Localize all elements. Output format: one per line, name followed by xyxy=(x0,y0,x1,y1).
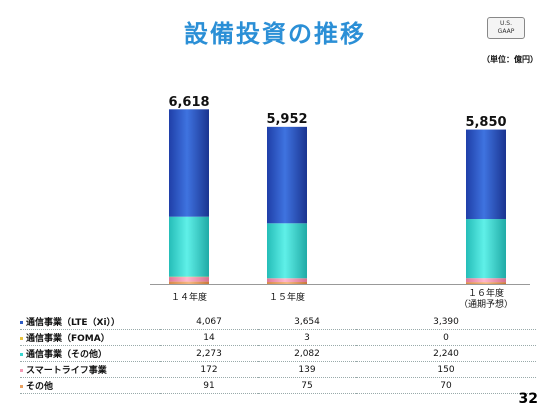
table-cell: 2,082 xyxy=(258,345,356,362)
us-gaap-badge: U.S. GAAP xyxy=(487,17,525,39)
table-cell: 172 xyxy=(160,361,258,378)
bar-segment-lte-1 xyxy=(169,109,209,217)
table-row: 通信事業（FOMA） 14 3 0 xyxy=(20,329,536,346)
table-cell: 75 xyxy=(258,377,356,394)
table-cell: 14 xyxy=(160,329,258,346)
row-label: 通信事業（LTE（Xi）） xyxy=(20,314,160,330)
bar-segment-smart-life-1 xyxy=(169,277,209,282)
row-name: その他 xyxy=(26,382,54,392)
bar-total-label-2: 5,952 xyxy=(266,112,308,127)
table-cell: 3,390 xyxy=(356,314,536,330)
bar-segment-lte-3 xyxy=(466,129,506,220)
category-note: （通期予想） xyxy=(458,300,513,310)
legend-swatch xyxy=(20,385,23,388)
row-label: 通信事業（FOMA） xyxy=(20,329,160,346)
table-row: その他 91 75 70 xyxy=(20,377,536,394)
category-label-2: １５年度 xyxy=(257,293,317,304)
bar-segment-lte-2 xyxy=(267,126,307,224)
row-name: 通信事業（FOMA） xyxy=(26,334,110,344)
table-cell: 4,067 xyxy=(160,314,258,330)
table-cell: 2,273 xyxy=(160,345,258,362)
table-cell: 70 xyxy=(356,377,536,394)
badge-line-2: GAAP xyxy=(497,28,515,35)
table-cell: 91 xyxy=(160,377,258,394)
table-cell: 3,654 xyxy=(258,314,356,330)
badge-line-1: U.S. xyxy=(499,20,512,27)
bar-total-label-1: 6,618 xyxy=(168,95,210,110)
row-label: 通信事業（その他） xyxy=(20,345,160,362)
table-row: スマートライフ事業 172 139 150 xyxy=(20,361,536,378)
legend-swatch xyxy=(20,337,23,340)
row-name: 通信事業（LTE（Xi）） xyxy=(26,318,121,328)
table-cell: 0 xyxy=(356,329,536,346)
table-row: 通信事業（LTE（Xi）） 4,067 3,654 3,390 xyxy=(20,314,536,330)
bar-total-label-3: 5,850 xyxy=(465,115,507,130)
page-title: 設備投資の推移 xyxy=(184,20,366,48)
category-name: １５年度 xyxy=(268,293,305,303)
bar-segment-other-telecom-2 xyxy=(267,223,307,279)
page-number: 32 xyxy=(518,391,538,407)
table-cell: 150 xyxy=(356,361,536,378)
table-cell: 3 xyxy=(258,329,356,346)
bar-segment-others-1 xyxy=(169,281,209,284)
legend-swatch xyxy=(20,353,23,356)
bar-segment-smart-life-3 xyxy=(466,278,506,283)
data-table: 通信事業（LTE（Xi）） 4,067 3,654 3,390 通信事業（FOM… xyxy=(20,314,536,394)
table-cell: 2,240 xyxy=(356,345,536,362)
row-label: スマートライフ事業 xyxy=(20,361,160,378)
capex-stacked-bar-chart xyxy=(150,109,530,285)
bar-segment-others-2 xyxy=(267,282,307,284)
unit-label: （単位：億円） xyxy=(482,55,538,64)
bar-segment-others-3 xyxy=(466,282,506,284)
bar-segment-other-telecom-3 xyxy=(466,219,506,279)
row-label: その他 xyxy=(20,377,160,394)
legend-swatch xyxy=(20,369,23,372)
bar-segment-smart-life-2 xyxy=(267,278,307,283)
category-name: １６年度 xyxy=(467,289,504,299)
row-name: スマートライフ事業 xyxy=(26,366,107,376)
row-name: 通信事業（その他） xyxy=(26,350,108,360)
category-label-3: １６年度 （通期予想） xyxy=(451,289,521,311)
bar-segment-other-telecom-1 xyxy=(169,216,209,277)
legend-swatch xyxy=(20,321,23,324)
table-row: 通信事業（その他） 2,273 2,082 2,240 xyxy=(20,345,536,362)
table-cell: 139 xyxy=(258,361,356,378)
category-name: １４年度 xyxy=(170,293,207,303)
category-label-1: １４年度 xyxy=(159,293,219,304)
